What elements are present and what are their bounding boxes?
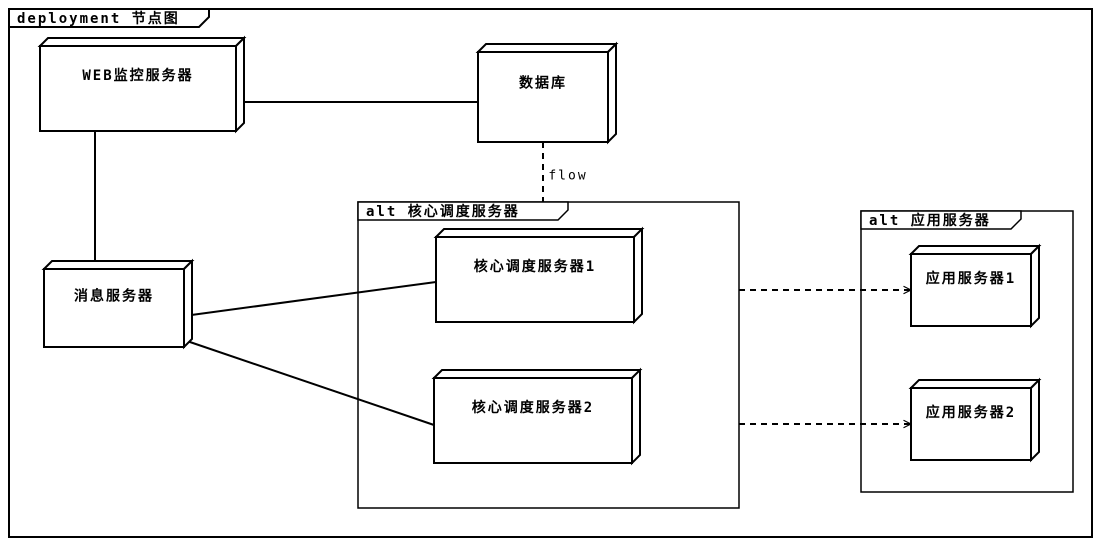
node-label-app1: 应用服务器1 xyxy=(926,270,1016,287)
node-app1: 应用服务器1 xyxy=(911,246,1039,326)
frame-label-outer: deployment 节点图 xyxy=(17,10,180,27)
node-label-web: WEB监控服务器 xyxy=(82,67,193,84)
node-msg: 消息服务器 xyxy=(44,261,192,347)
node-core1: 核心调度服务器1 xyxy=(436,229,642,322)
node-label-msg: 消息服务器 xyxy=(74,287,154,304)
edge-label-db-core: flow xyxy=(548,169,587,184)
frame-label-core-alt: alt 核心调度服务器 xyxy=(366,203,520,220)
edge-msg-c1 xyxy=(184,282,436,316)
node-app2: 应用服务器2 xyxy=(911,380,1039,460)
edge-msg-c2 xyxy=(184,340,434,425)
node-core2: 核心调度服务器2 xyxy=(434,370,640,463)
frame-label-app-alt: alt 应用服务器 xyxy=(869,212,991,229)
node-label-db: 数据库 xyxy=(519,75,567,92)
node-web: WEB监控服务器 xyxy=(40,38,244,131)
node-label-app2: 应用服务器2 xyxy=(926,404,1016,421)
node-db: 数据库 xyxy=(478,44,616,142)
node-label-core1: 核心调度服务器1 xyxy=(474,258,596,275)
node-label-core2: 核心调度服务器2 xyxy=(472,399,594,416)
